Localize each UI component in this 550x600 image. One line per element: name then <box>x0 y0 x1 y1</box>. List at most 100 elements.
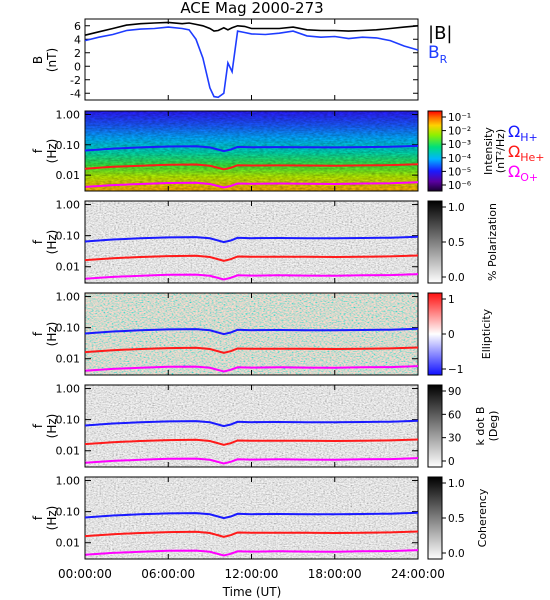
gyrofreq-line-o-plus <box>84 365 419 373</box>
intensity-colorbar <box>427 110 443 192</box>
spectrum-yunit: (Hz) <box>45 139 59 164</box>
kdotb-cb-tick-label: 60 <box>448 409 461 421</box>
kdotb-cb-tick-label: 30 <box>448 433 461 445</box>
intensity-cb-tick-label: 10⁻² <box>448 126 471 138</box>
polarization-colorbar-label: % Polarization <box>486 203 499 281</box>
freq-tick-label: 0.10 <box>56 322 81 335</box>
freq-tick-label: 0.10 <box>56 230 81 243</box>
b-panel-ylabel: B <box>31 56 45 64</box>
legend-he-plus-sub: He+ <box>520 151 544 164</box>
polarization-colorbar-ticks: 1.0 0.5 0.0 <box>442 202 465 284</box>
ellipticity-yunit: (Hz) <box>45 322 59 347</box>
freq-tick-label: 0.10 <box>56 506 81 519</box>
kdotb-panel: f (Hz) 90 60 30 0 k dot B (Deg) <box>31 384 500 468</box>
intensity-cb-tick-label: 10⁻⁵ <box>448 166 471 178</box>
freq-tick-label: 0.01 <box>56 169 81 182</box>
freq-tick-label: 0.01 <box>56 353 81 366</box>
coherency-colorbar-ticks: 1.0 0.5 0.0 <box>442 478 465 560</box>
gyrofreq-line-o-plus <box>84 273 419 281</box>
ellipticity-colorbar-label: Ellipticity <box>480 308 493 359</box>
legend-h-plus: ΩH+ <box>508 122 538 144</box>
polarization-cb-tick-label: 0.0 <box>448 272 465 284</box>
kdotb-ylabel: f <box>31 423 45 428</box>
gyrofreq-line-h-plus <box>84 511 419 520</box>
legend-radial: BR <box>428 43 448 66</box>
b-series-line-radial <box>84 26 419 99</box>
kdotb-texture <box>85 385 418 467</box>
freq-tick-label: 0.01 <box>56 261 81 274</box>
kdotb-colorbar <box>427 384 443 468</box>
freq-tick-label: 1.00 <box>56 291 81 304</box>
coherency-cb-tick-label: 0.0 <box>448 548 465 560</box>
freq-tick-label: 1.00 <box>56 383 81 396</box>
gyrofreq-line-o-plus <box>84 457 419 465</box>
polarization-panel: f (Hz) 1.0 0.5 0.0 % Polarization <box>31 200 499 284</box>
ellipticity-ylabel: f <box>31 331 45 336</box>
coherency-panel: f (Hz) 1.0 0.5 0.0 Coherency <box>31 476 489 560</box>
kdotb-yunit: (Hz) <box>45 414 59 439</box>
gyrofreq-line-he-plus <box>84 346 419 354</box>
b-tick-label: 6 <box>74 20 81 33</box>
coherency-ylabel: f <box>31 515 45 520</box>
gyrofreq-line-he-plus <box>84 438 419 446</box>
gyrofreq-line-o-plus <box>84 181 419 189</box>
legend-o-plus: ΩO+ <box>508 162 538 184</box>
time-tick-label: 18:00:00 <box>308 567 362 581</box>
freq-tick-label: 1.00 <box>56 199 81 212</box>
b-panel-frame <box>84 18 419 101</box>
intensity-colorbar-unit: (nT²/Hz) <box>494 129 507 173</box>
b-tick-label: 4 <box>74 33 81 46</box>
legend-he-plus: ΩHe+ <box>508 142 545 164</box>
kdotb-colorbar-label: k dot B <box>474 407 487 446</box>
time-axis: 00:00:00 06:00:00 12:00:00 18:00:00 24:00:00 <box>58 19 445 581</box>
b-panel-yunit: (nT) <box>45 48 59 72</box>
time-tick-label: 00:00:00 <box>58 567 112 581</box>
coherency-cb-tick-label: 0.5 <box>448 513 465 525</box>
coherency-colorbar-label: Coherency <box>476 488 489 547</box>
ellipticity-colorbar <box>427 292 443 376</box>
b-tick-label: 0 <box>74 60 81 73</box>
coherency-colorbar <box>427 476 443 560</box>
gyrofreq-line-h-plus <box>84 235 419 244</box>
polarization-ylabel: f <box>31 239 45 244</box>
gyrofreq-line-he-plus <box>84 163 419 171</box>
ellipticity-colorbar-ticks: 1 0 −1 <box>442 294 463 376</box>
kdotb-cb-tick-label: 0 <box>448 456 455 468</box>
intensity-cb-tick-label: 10⁻³ <box>448 139 471 151</box>
legend-h-plus-symbol: Ω <box>508 122 520 141</box>
ellipticity-cb-tick-label: −1 <box>448 364 463 376</box>
intensity-colorbar-label: Intensity <box>482 127 495 175</box>
gyrofreq-line-he-plus <box>84 530 419 538</box>
legend-radial-label: B <box>428 43 440 63</box>
polarization-cb-tick-label: 1.0 <box>448 202 465 214</box>
gyrofreq-line-h-plus <box>84 144 419 153</box>
freq-tick-label: 0.10 <box>56 414 81 427</box>
time-tick-label: 06:00:00 <box>141 567 195 581</box>
freq-tick-label: 0.01 <box>56 537 81 550</box>
spectrum-panel: f (Hz) 10⁻¹ 10⁻²10⁻³ 10⁻⁴10⁻⁵ 10⁻⁶ Intensit… <box>31 110 545 192</box>
b-tick-label: -2 <box>70 74 81 87</box>
intensity-cb-tick-label: 10⁻⁴ <box>448 153 471 165</box>
kdotb-colorbar-unit: (Deg) <box>487 411 500 442</box>
intensity-colorbar-ticks: 10⁻¹ 10⁻²10⁻³ 10⁻⁴10⁻⁵ 10⁻⁶ <box>442 112 471 192</box>
frequency-overlays: 1.00 0.10 0.01 1.00 0.10 0.01 1.00 0.10 0.01 1.00… <box>56 108 419 557</box>
b-tick-label: -4 <box>70 87 81 100</box>
legend-he-plus-symbol: Ω <box>508 142 520 161</box>
freq-tick-label: 1.00 <box>56 108 81 121</box>
coherency-texture <box>85 477 418 559</box>
legend-radial-sub: R <box>440 53 448 66</box>
legend-h-plus-sub: H+ <box>520 131 538 144</box>
figure-title: ACE Mag 2000-273 <box>180 0 323 17</box>
gyrofreq-line-h-plus <box>84 419 419 428</box>
freq-tick-label: 0.01 <box>56 445 81 458</box>
ellipticity-panel: f (Hz) 1 0 −1 Ellipticity <box>31 292 493 376</box>
polarization-texture <box>85 201 418 283</box>
b-tick-label: 2 <box>74 47 81 60</box>
gyrofreq-line-he-plus <box>84 254 419 262</box>
spectrum-ylabel: f <box>31 148 45 153</box>
time-tick-label: 24:00:00 <box>391 567 445 581</box>
coherency-cb-tick-label: 1.0 <box>448 478 465 490</box>
polarization-colorbar <box>427 200 443 284</box>
